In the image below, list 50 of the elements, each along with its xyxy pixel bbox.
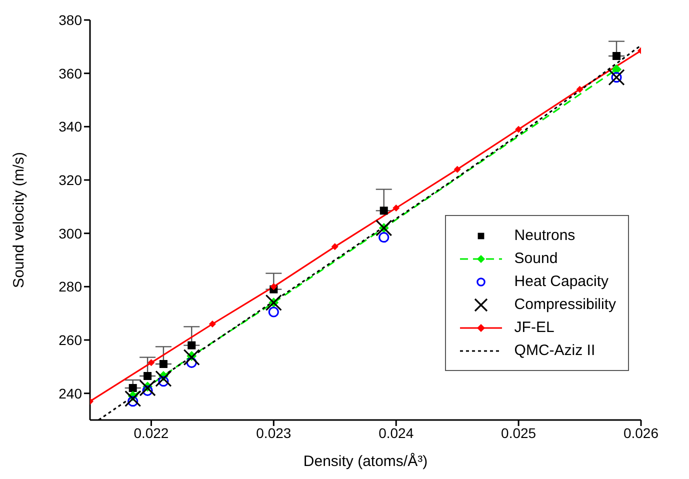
point (612, 64, 622, 74)
y-tick-label: 340 (58, 118, 82, 135)
x-tick-label: 0.022 (134, 424, 169, 441)
x-tick-label: 0.024 (378, 424, 414, 441)
point (208, 320, 216, 328)
x-tick-label: 0.025 (501, 424, 536, 441)
point (576, 86, 584, 93)
legend-label: JF-EL (514, 319, 554, 336)
y-tick-label: 280 (58, 278, 82, 295)
point (128, 396, 138, 407)
point (155, 370, 172, 387)
point (380, 206, 388, 215)
point (265, 294, 282, 311)
point (515, 126, 522, 133)
y-tick-label: 240 (58, 385, 82, 402)
point (158, 376, 169, 387)
point (376, 220, 392, 236)
point (454, 166, 461, 173)
point (378, 232, 390, 243)
y-axis-title: Sound velocity (m/s) (10, 152, 28, 288)
point (142, 385, 153, 396)
point (188, 341, 196, 350)
y-tick-label: 300 (58, 225, 82, 242)
legend-label: QMC-Aziz II (514, 342, 596, 359)
x-axis-title: Density (atoms/Å³) (303, 452, 428, 470)
point (186, 357, 197, 368)
point (144, 372, 152, 380)
x-tick-label: 0.023 (256, 424, 292, 441)
y-tick-label: 380 (58, 12, 82, 28)
y-tick-label: 260 (58, 332, 82, 348)
point (268, 306, 279, 318)
point (124, 390, 142, 407)
point (608, 69, 625, 86)
point (128, 384, 137, 392)
y-tick-label: 360 (58, 65, 82, 82)
point (148, 359, 155, 366)
x-tick-label: 0.026 (623, 424, 659, 441)
point (159, 360, 168, 368)
point (392, 204, 400, 212)
y-tick-label: 320 (58, 172, 82, 188)
point (331, 243, 338, 250)
point (139, 380, 156, 396)
legend-label: Heat Capacity (514, 273, 609, 290)
point (612, 52, 621, 60)
legend-label: Sound (514, 250, 558, 267)
point (611, 72, 622, 83)
legend-label: Compressibility (514, 296, 616, 313)
legend-label: Neutrons (514, 227, 576, 244)
point (270, 283, 278, 290)
point (183, 349, 200, 366)
